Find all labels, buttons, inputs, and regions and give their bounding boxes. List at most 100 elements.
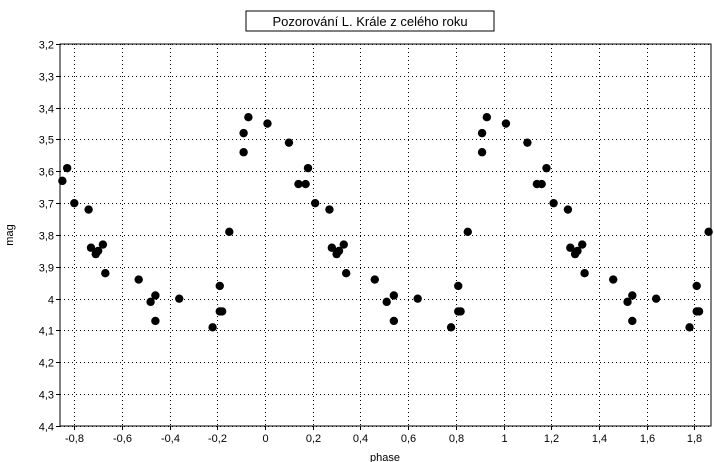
data-point <box>303 163 313 173</box>
chart-title: Pozorování L. Krále z celého roku <box>245 10 495 32</box>
y-tick-label: 3,9 <box>39 263 54 275</box>
data-point <box>573 246 582 256</box>
data-point <box>578 240 587 249</box>
gridlines <box>60 44 711 427</box>
x-tick-label: 1,8 <box>687 433 702 445</box>
data-point <box>628 316 637 326</box>
data-point <box>456 307 465 316</box>
plot-area <box>59 43 712 427</box>
data-point <box>101 269 110 278</box>
x-tick-label: -0,4 <box>161 433 180 445</box>
data-point <box>70 198 79 208</box>
x-tick-label: 1,2 <box>544 433 559 445</box>
data-point <box>623 297 632 307</box>
data-point <box>208 323 217 332</box>
y-tick-label: 3,8 <box>39 231 54 243</box>
data-point <box>134 275 143 284</box>
data-point <box>537 179 546 189</box>
data-point <box>301 179 310 189</box>
data-point <box>341 269 351 278</box>
data-point <box>542 163 551 173</box>
data-point <box>580 269 589 278</box>
x-tick-label: 0,6 <box>401 433 416 445</box>
data-point <box>58 176 67 186</box>
chart-title-text: Pozorování L. Krále z celého roku <box>272 14 467 29</box>
data-point <box>549 198 558 208</box>
y-tick-label: 3,5 <box>39 135 54 147</box>
data-point <box>477 128 487 138</box>
y-tick-label: 3,4 <box>39 104 54 116</box>
y-tick-label: 4,4 <box>39 422 54 434</box>
data-point <box>225 227 234 237</box>
y-tick-label: 4,1 <box>39 326 54 338</box>
data-point <box>389 316 399 326</box>
data-point <box>685 323 694 332</box>
data-point <box>98 240 108 249</box>
y-tick-label: 3,2 <box>39 40 54 52</box>
data-point <box>310 198 320 208</box>
y-axis-label: mag <box>4 224 16 245</box>
data-point <box>704 227 713 237</box>
y-tick-label: 3,6 <box>39 167 54 179</box>
data-point <box>628 291 637 300</box>
y-tick-label: 3,3 <box>39 72 54 84</box>
data-point <box>175 294 184 303</box>
data-point <box>477 148 487 157</box>
data-point <box>215 281 224 291</box>
data-point <box>651 294 661 303</box>
data-point <box>694 307 704 316</box>
x-tick-label: 1,6 <box>640 433 655 445</box>
x-axis-label: phase <box>370 452 400 462</box>
x-tick-label: 1 <box>501 433 507 445</box>
data-points <box>58 113 713 332</box>
chart-title-box <box>245 10 495 32</box>
data-point <box>62 163 72 173</box>
data-point <box>523 138 532 147</box>
data-point <box>239 148 248 157</box>
data-point <box>563 205 573 214</box>
data-point <box>284 138 294 147</box>
data-point <box>501 119 511 128</box>
data-point <box>325 205 334 214</box>
x-tick-label: -0,8 <box>65 433 84 445</box>
data-point <box>244 113 253 122</box>
data-point <box>239 128 248 138</box>
data-point <box>446 323 456 332</box>
data-point <box>339 240 348 249</box>
x-tick-label: 0,8 <box>449 433 464 445</box>
data-point <box>482 113 492 122</box>
data-point <box>370 275 379 284</box>
axis-ticks <box>56 44 695 430</box>
x-axis-tick-labels: -0,8 -0,6 -0,4 -0,2 0 0,2 0,4 0,6 0,8 1 1,2 1,4 1,6 1… <box>65 433 702 445</box>
data-point <box>334 246 344 256</box>
x-tick-label: 0,2 <box>306 433 321 445</box>
data-point <box>566 243 575 252</box>
x-tick-label: -0,2 <box>208 433 227 445</box>
data-point <box>413 294 422 303</box>
data-point <box>151 316 160 326</box>
y-tick-label: 4,2 <box>39 358 54 370</box>
data-point <box>263 119 272 128</box>
x-tick-label: -0,6 <box>113 433 132 445</box>
data-point <box>327 243 337 252</box>
y-tick-label: 4,3 <box>39 390 54 402</box>
data-point <box>84 205 93 214</box>
y-tick-label: 4 <box>48 295 54 307</box>
data-point <box>454 281 463 291</box>
data-point <box>86 243 96 252</box>
x-tick-label: 0 <box>262 433 268 445</box>
data-point <box>463 227 472 237</box>
y-tick-label: 3,7 <box>39 199 54 211</box>
x-tick-label: 1,4 <box>592 433 607 445</box>
y-axis-tick-labels: 3,2 3,3 3,4 3,5 3,6 3,7 3,8 3,9 4 4,1 4,2 4,3 4,4 <box>39 40 54 434</box>
data-point <box>146 297 155 307</box>
data-point <box>609 275 618 284</box>
x-tick-label: 0,4 <box>353 433 368 445</box>
data-point <box>151 291 160 300</box>
data-point <box>93 246 103 256</box>
data-point <box>382 297 391 307</box>
data-point <box>692 281 701 291</box>
data-point <box>294 179 303 189</box>
data-point <box>389 291 399 300</box>
